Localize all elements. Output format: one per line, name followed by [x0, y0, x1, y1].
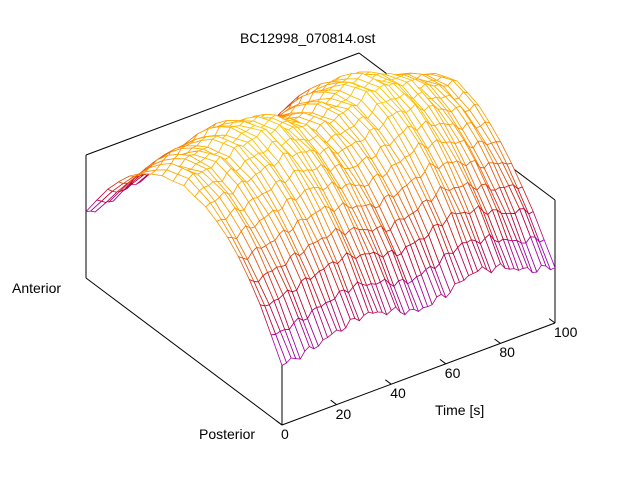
- x-tick-mark: [275, 420, 283, 426]
- y-label-anterior: Anterior: [12, 280, 62, 296]
- x-tick-label: 100: [554, 324, 578, 340]
- plot-box-front: [281, 322, 556, 426]
- x-tick-mark: [439, 358, 447, 365]
- mesh-cell: [270, 334, 287, 366]
- x-tick-mark: [494, 338, 501, 344]
- surface-mesh: [85, 71, 556, 366]
- x-axis-label: Time [s]: [435, 402, 485, 418]
- y-label-posterior: Posterior: [199, 426, 256, 442]
- x-tick-label: 60: [444, 364, 461, 381]
- x-tick-mark: [385, 379, 392, 385]
- x-tick-mark: [548, 318, 556, 324]
- space-axis-line: [85, 277, 283, 426]
- chart-title: BC12998_070814.ost: [240, 30, 376, 46]
- x-tick-label: 0: [281, 426, 289, 442]
- x-tick-mark: [330, 399, 337, 406]
- time-axis-ticks: [275, 318, 556, 426]
- x-tick-label: 80: [499, 344, 515, 361]
- time-axis-line: [281, 322, 556, 426]
- box-edge: [85, 52, 360, 156]
- x-tick-label: 20: [335, 405, 352, 422]
- x-tick-label: 40: [390, 385, 406, 402]
